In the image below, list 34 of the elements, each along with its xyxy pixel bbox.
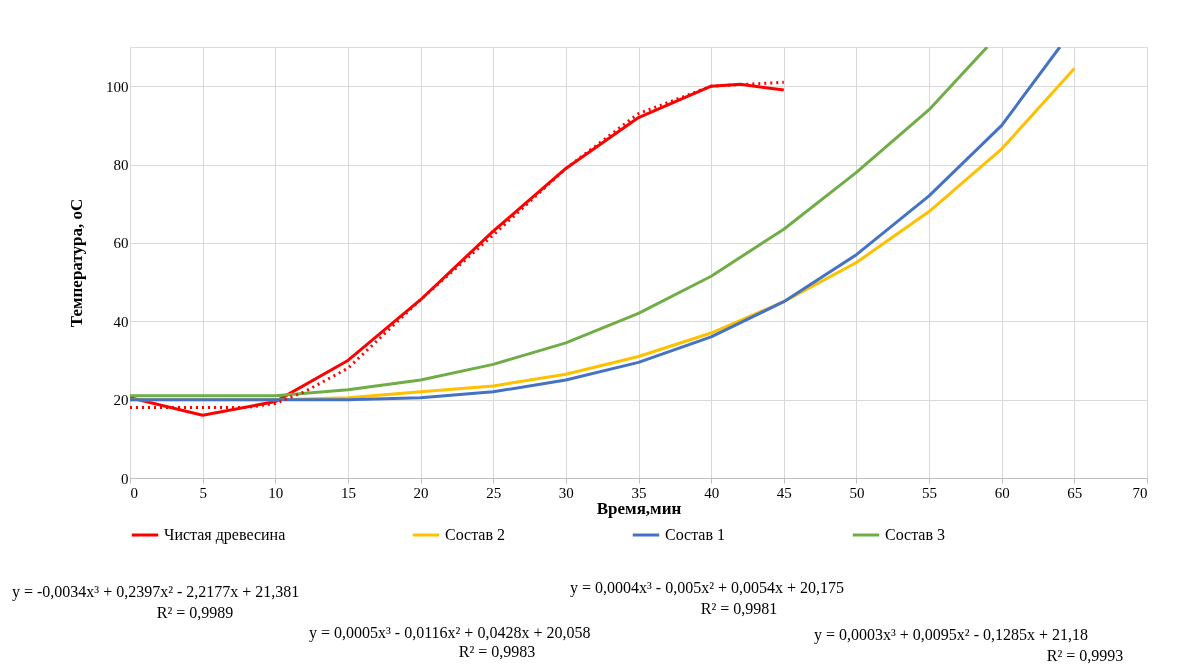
legend-label: Чистая древесина [164,526,286,544]
y-tick-label: 0 [121,470,129,487]
y-axis-title: Температура, oC [67,198,86,328]
x-tick-label: 25 [486,484,502,501]
x-tick-label: 45 [776,484,792,501]
text: y = -0,0034x³ + 0,2397x² - 2,2177x + 21,381 [12,583,300,601]
legend-label: Состав 2 [445,526,506,543]
legend-label: Состав 3 [885,526,946,543]
legend-label: Состав 1 [665,526,726,543]
x-tick-label: 65 [1067,484,1083,501]
x-tick-label: 5 [199,484,207,501]
text: R² = 0,9983 [458,643,536,660]
y-tick-label: 60 [113,235,129,252]
x-axis-title: Время,мин [596,498,682,518]
x-tick-label: 35 [631,484,647,501]
x-tick-label: 15 [340,484,356,501]
x-tick-label: 50 [849,484,865,501]
y-tick-label: 80 [113,157,129,174]
x-tick-label: 10 [268,484,284,501]
y-tick-label: 20 [113,392,129,409]
x-tick-label: 30 [558,484,574,501]
text: R² = 0,9993 [1046,647,1124,664]
x-tick-label: 20 [413,484,429,501]
x-tick-label: 55 [922,484,938,501]
text: y = 0,0005x³ - 0,0116x² + 0,0428x + 20,058 [309,624,591,642]
text: y = 0,0004x³ - 0,005x² + 0,0054x + 20,175 [570,579,844,597]
text: R² = 0,9981 [700,600,778,617]
x-tick-label: 70 [1132,484,1148,501]
y-tick-label: 100 [106,78,129,95]
x-tick-label: 60 [994,484,1010,501]
text: y = 0,0003x³ + 0,0095x² - 0,1285x + 21,18 [814,626,1088,644]
text: R² = 0,9989 [156,604,234,621]
y-tick-label: 40 [113,313,129,330]
x-tick-label: 40 [704,484,720,501]
